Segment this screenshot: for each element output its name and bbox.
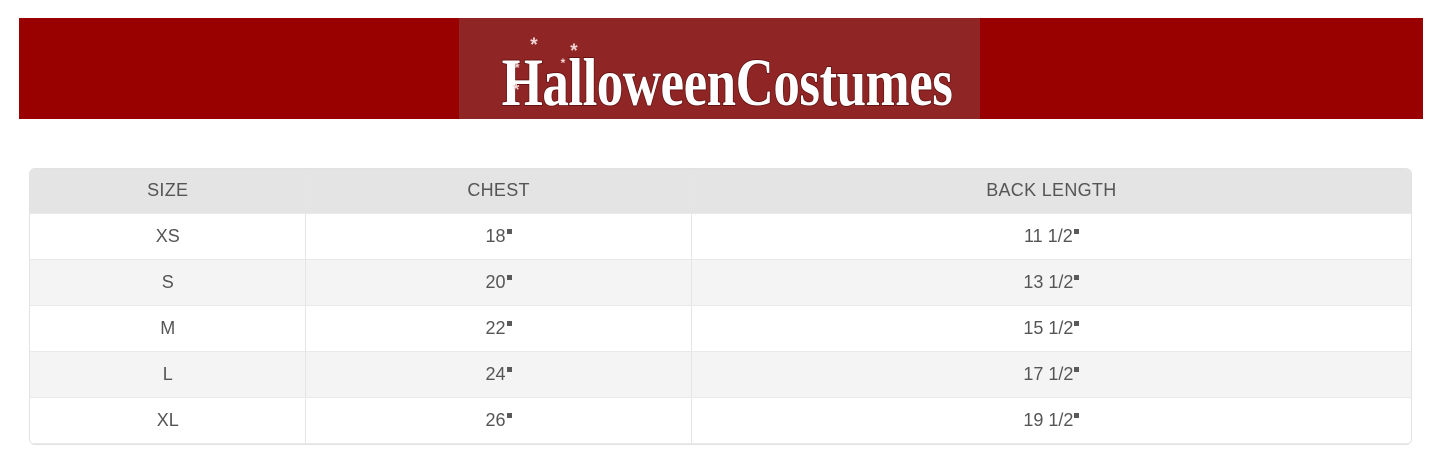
svg-text:*: * <box>513 80 520 99</box>
svg-text:*: * <box>530 35 538 56</box>
svg-text:HalloweenCostumes: HalloweenCostumes <box>502 46 953 119</box>
svg-text:*: * <box>561 56 566 70</box>
svg-text:*: * <box>570 41 578 62</box>
